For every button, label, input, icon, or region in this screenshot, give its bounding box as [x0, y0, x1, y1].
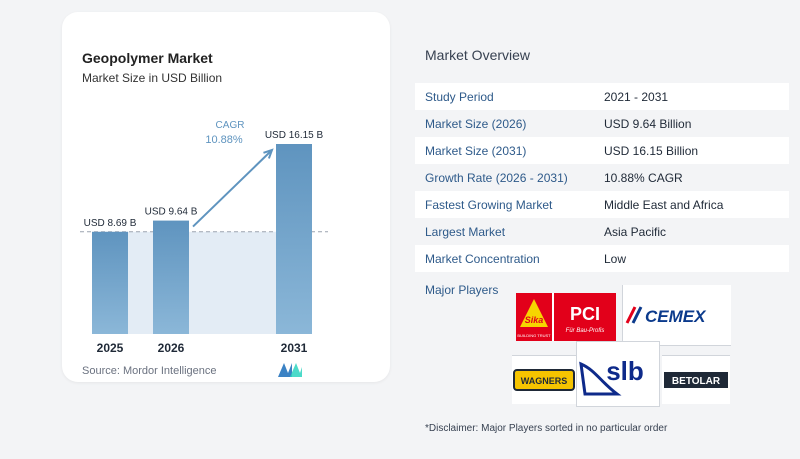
- row-value: Low: [604, 251, 627, 266]
- data-label-2025: USD 8.69 B: [84, 218, 137, 229]
- x-tick-2031: 2031: [281, 341, 308, 355]
- data-label-2031: USD 16.15 B: [265, 130, 324, 141]
- overview-row: Largest Market Asia Pacific: [415, 218, 789, 245]
- cemex-text: CEMEX: [645, 307, 707, 326]
- row-value: 10.88% CAGR: [604, 170, 683, 185]
- row-value: USD 9.64 Billion: [604, 116, 692, 131]
- source-note: Source: Mordor Intelligence: [82, 365, 217, 377]
- row-label: Largest Market: [425, 224, 506, 239]
- row-label: Market Size (2031): [425, 143, 527, 158]
- row-value: USD 16.15 Billion: [604, 143, 699, 158]
- growth-area: [128, 231, 276, 334]
- market-overview-title: Market Overview: [425, 47, 531, 63]
- row-value: 2021 - 2031: [604, 89, 669, 104]
- pci-text: PCI: [570, 304, 600, 324]
- cagr-value: 10.88%: [205, 134, 243, 146]
- slb-text: slb: [606, 356, 644, 386]
- mordor-intelligence-logo: [278, 363, 302, 377]
- wagners-logo: WAGNERS: [512, 355, 576, 404]
- row-label: Market Concentration: [425, 251, 540, 266]
- row-value: Asia Pacific: [604, 224, 667, 239]
- betolar-text: BETOLAR: [672, 376, 721, 387]
- wagners-text: WAGNERS: [521, 376, 568, 386]
- row-label: Growth Rate (2026 - 2031): [425, 170, 568, 185]
- data-label-2026: USD 9.64 B: [145, 207, 198, 218]
- overview-row: Market Concentration Low: [415, 245, 789, 272]
- bar-2025: [92, 231, 128, 334]
- x-tick-2026: 2026: [158, 341, 185, 355]
- overview-row: Fastest Growing Market Middle East and Af…: [415, 191, 789, 218]
- bar-chart: USD 8.69 B 2025 USD 9.64 B 2026 USD 16.15 B 2…: [80, 120, 328, 355]
- disclaimer: *Disclaimer: Major Players sorted in no …: [425, 423, 668, 434]
- cagr-label: CAGR: [216, 120, 245, 131]
- major-players-label: Major Players: [425, 283, 499, 297]
- cagr-arrowhead: [263, 148, 274, 159]
- pci-tagline: Für Bau-Profis: [566, 328, 605, 334]
- sika-pci-logo: Sika BUILDING TRUST PCI Für Bau-Profis: [516, 293, 616, 341]
- overview-row: Study Period 2021 - 2031: [415, 83, 789, 110]
- row-value: Middle East and Africa: [604, 197, 724, 212]
- sika-tagline: BUILDING TRUST: [517, 333, 551, 338]
- overview-row: Market Size (2031) USD 16.15 Billion: [415, 137, 789, 164]
- chart-title: Geopolymer Market: [82, 50, 213, 66]
- chart-subtitle: Market Size in USD Billion: [82, 71, 223, 85]
- bar-2031: [276, 144, 312, 334]
- row-label: Market Size (2026): [425, 116, 527, 131]
- cemex-logo: CEMEX: [622, 285, 731, 346]
- slb-logo: slb: [576, 341, 660, 407]
- overview-row: Growth Rate (2026 - 2031) 10.88% CAGR: [415, 164, 789, 191]
- cagr-arrow: [192, 149, 273, 228]
- row-label: Fastest Growing Market: [425, 197, 553, 212]
- sika-text: Sika: [525, 315, 544, 325]
- x-tick-2025: 2025: [97, 341, 124, 355]
- betolar-logo: BETOLAR: [662, 355, 730, 404]
- bar-2026: [153, 220, 189, 334]
- market-overview-table: Study Period 2021 - 2031 Market Size (202…: [415, 83, 789, 272]
- overview-row: Market Size (2026) USD 9.64 Billion: [415, 110, 789, 137]
- row-label: Study Period: [425, 89, 494, 104]
- chart-card: USD 8.69 B 2025 USD 9.64 B 2026 USD 16.15 B 2…: [62, 12, 390, 382]
